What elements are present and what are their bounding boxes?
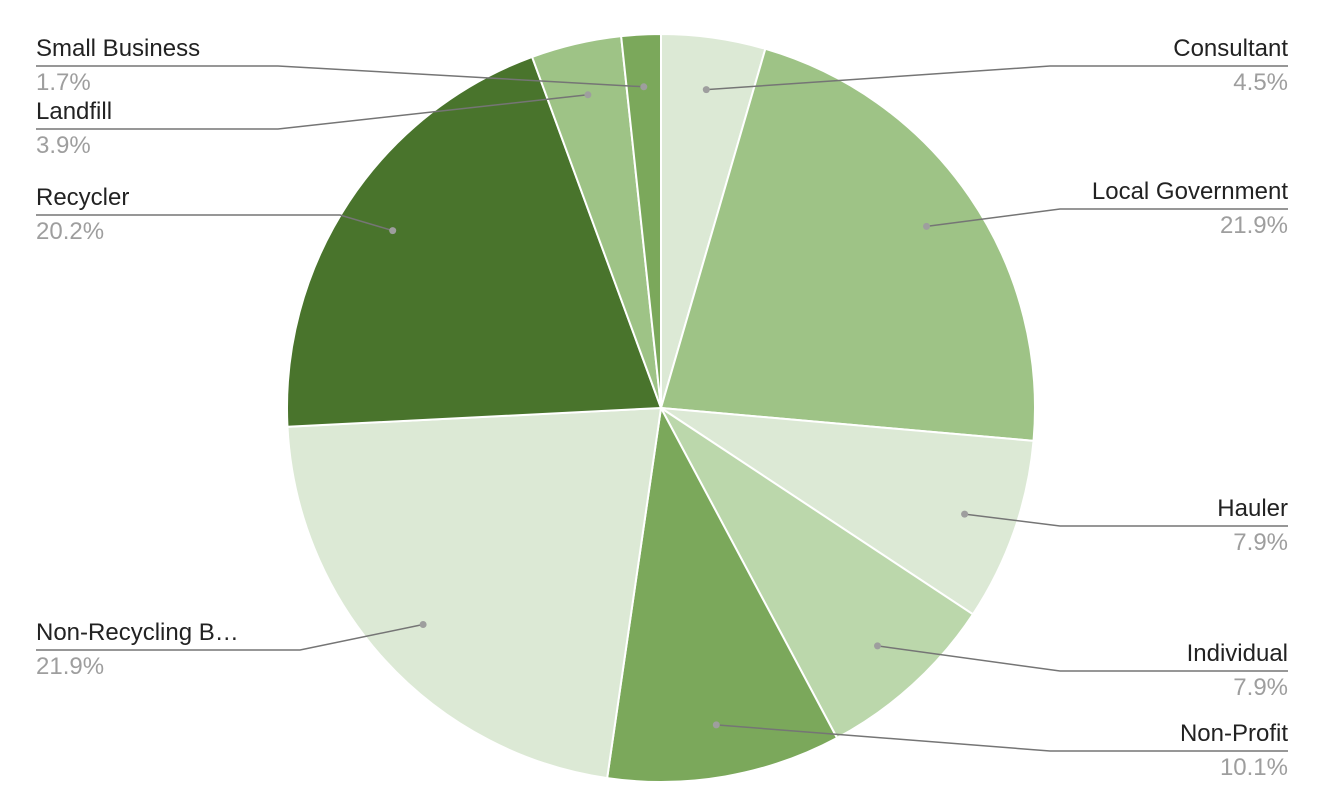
leader-line-recycler <box>36 214 393 232</box>
leader-dot-non-profit <box>712 721 720 729</box>
label-individual: Individual <box>1187 640 1288 667</box>
slice-non-recycling-b <box>286 406 663 780</box>
leader-dot-landfill <box>584 91 592 99</box>
label-small-business: Small Business <box>36 35 200 62</box>
leader-line-consultant <box>706 65 1288 91</box>
label-non-profit: Non-Profit <box>1180 720 1288 747</box>
leader-line-non-profit <box>716 724 1288 752</box>
percent-non-recycling-b: 21.9% <box>36 653 104 680</box>
label-hauler: Hauler <box>1217 495 1288 522</box>
leader-dot-consultant <box>702 86 710 94</box>
leader-line-non-recycling-b <box>36 623 424 651</box>
leader-dot-local-government <box>923 222 930 230</box>
label-landfill: Landfill <box>36 98 112 125</box>
percent-local-government: 21.9% <box>1220 212 1288 239</box>
leader-dot-hauler <box>961 510 969 518</box>
label-recycler: Recycler <box>36 184 129 211</box>
percent-individual: 7.9% <box>1233 674 1288 701</box>
percent-hauler: 7.9% <box>1233 529 1288 556</box>
leader-lines <box>36 65 1288 752</box>
label-consultant: Consultant <box>1173 35 1288 62</box>
leader-dot-non-recycling-b <box>419 621 427 628</box>
percent-non-profit: 10.1% <box>1220 754 1288 781</box>
slice-non-profit <box>606 404 839 783</box>
slice-individual <box>660 407 975 740</box>
leader-line-individual <box>877 645 1288 672</box>
percent-recycler: 20.2% <box>36 218 104 245</box>
leader-line-local-government <box>926 208 1288 228</box>
slice-hauler <box>660 407 1035 616</box>
leader-dot-recycler <box>389 227 397 235</box>
percent-small-business: 1.7% <box>36 69 91 96</box>
label-local-government: Local Government <box>1092 178 1288 205</box>
slice-small-business <box>620 32 662 409</box>
leader-dot-small-business <box>640 83 648 91</box>
slice-local-government <box>659 47 1036 442</box>
percent-consultant: 4.5% <box>1233 69 1288 96</box>
leader-line-landfill <box>36 94 588 130</box>
slice-recycler <box>286 55 663 428</box>
label-non-recycling-b: Non-Recycling B… <box>36 619 239 646</box>
percent-landfill: 3.9% <box>36 132 91 159</box>
leader-dot-individual <box>874 642 881 650</box>
leader-line-hauler <box>964 513 1288 527</box>
slice-labels: Consultant 4.5% Local Government 21.9% Haule… <box>36 35 1288 781</box>
leader-line-small-business <box>36 65 644 88</box>
pie-slices <box>286 32 1036 783</box>
